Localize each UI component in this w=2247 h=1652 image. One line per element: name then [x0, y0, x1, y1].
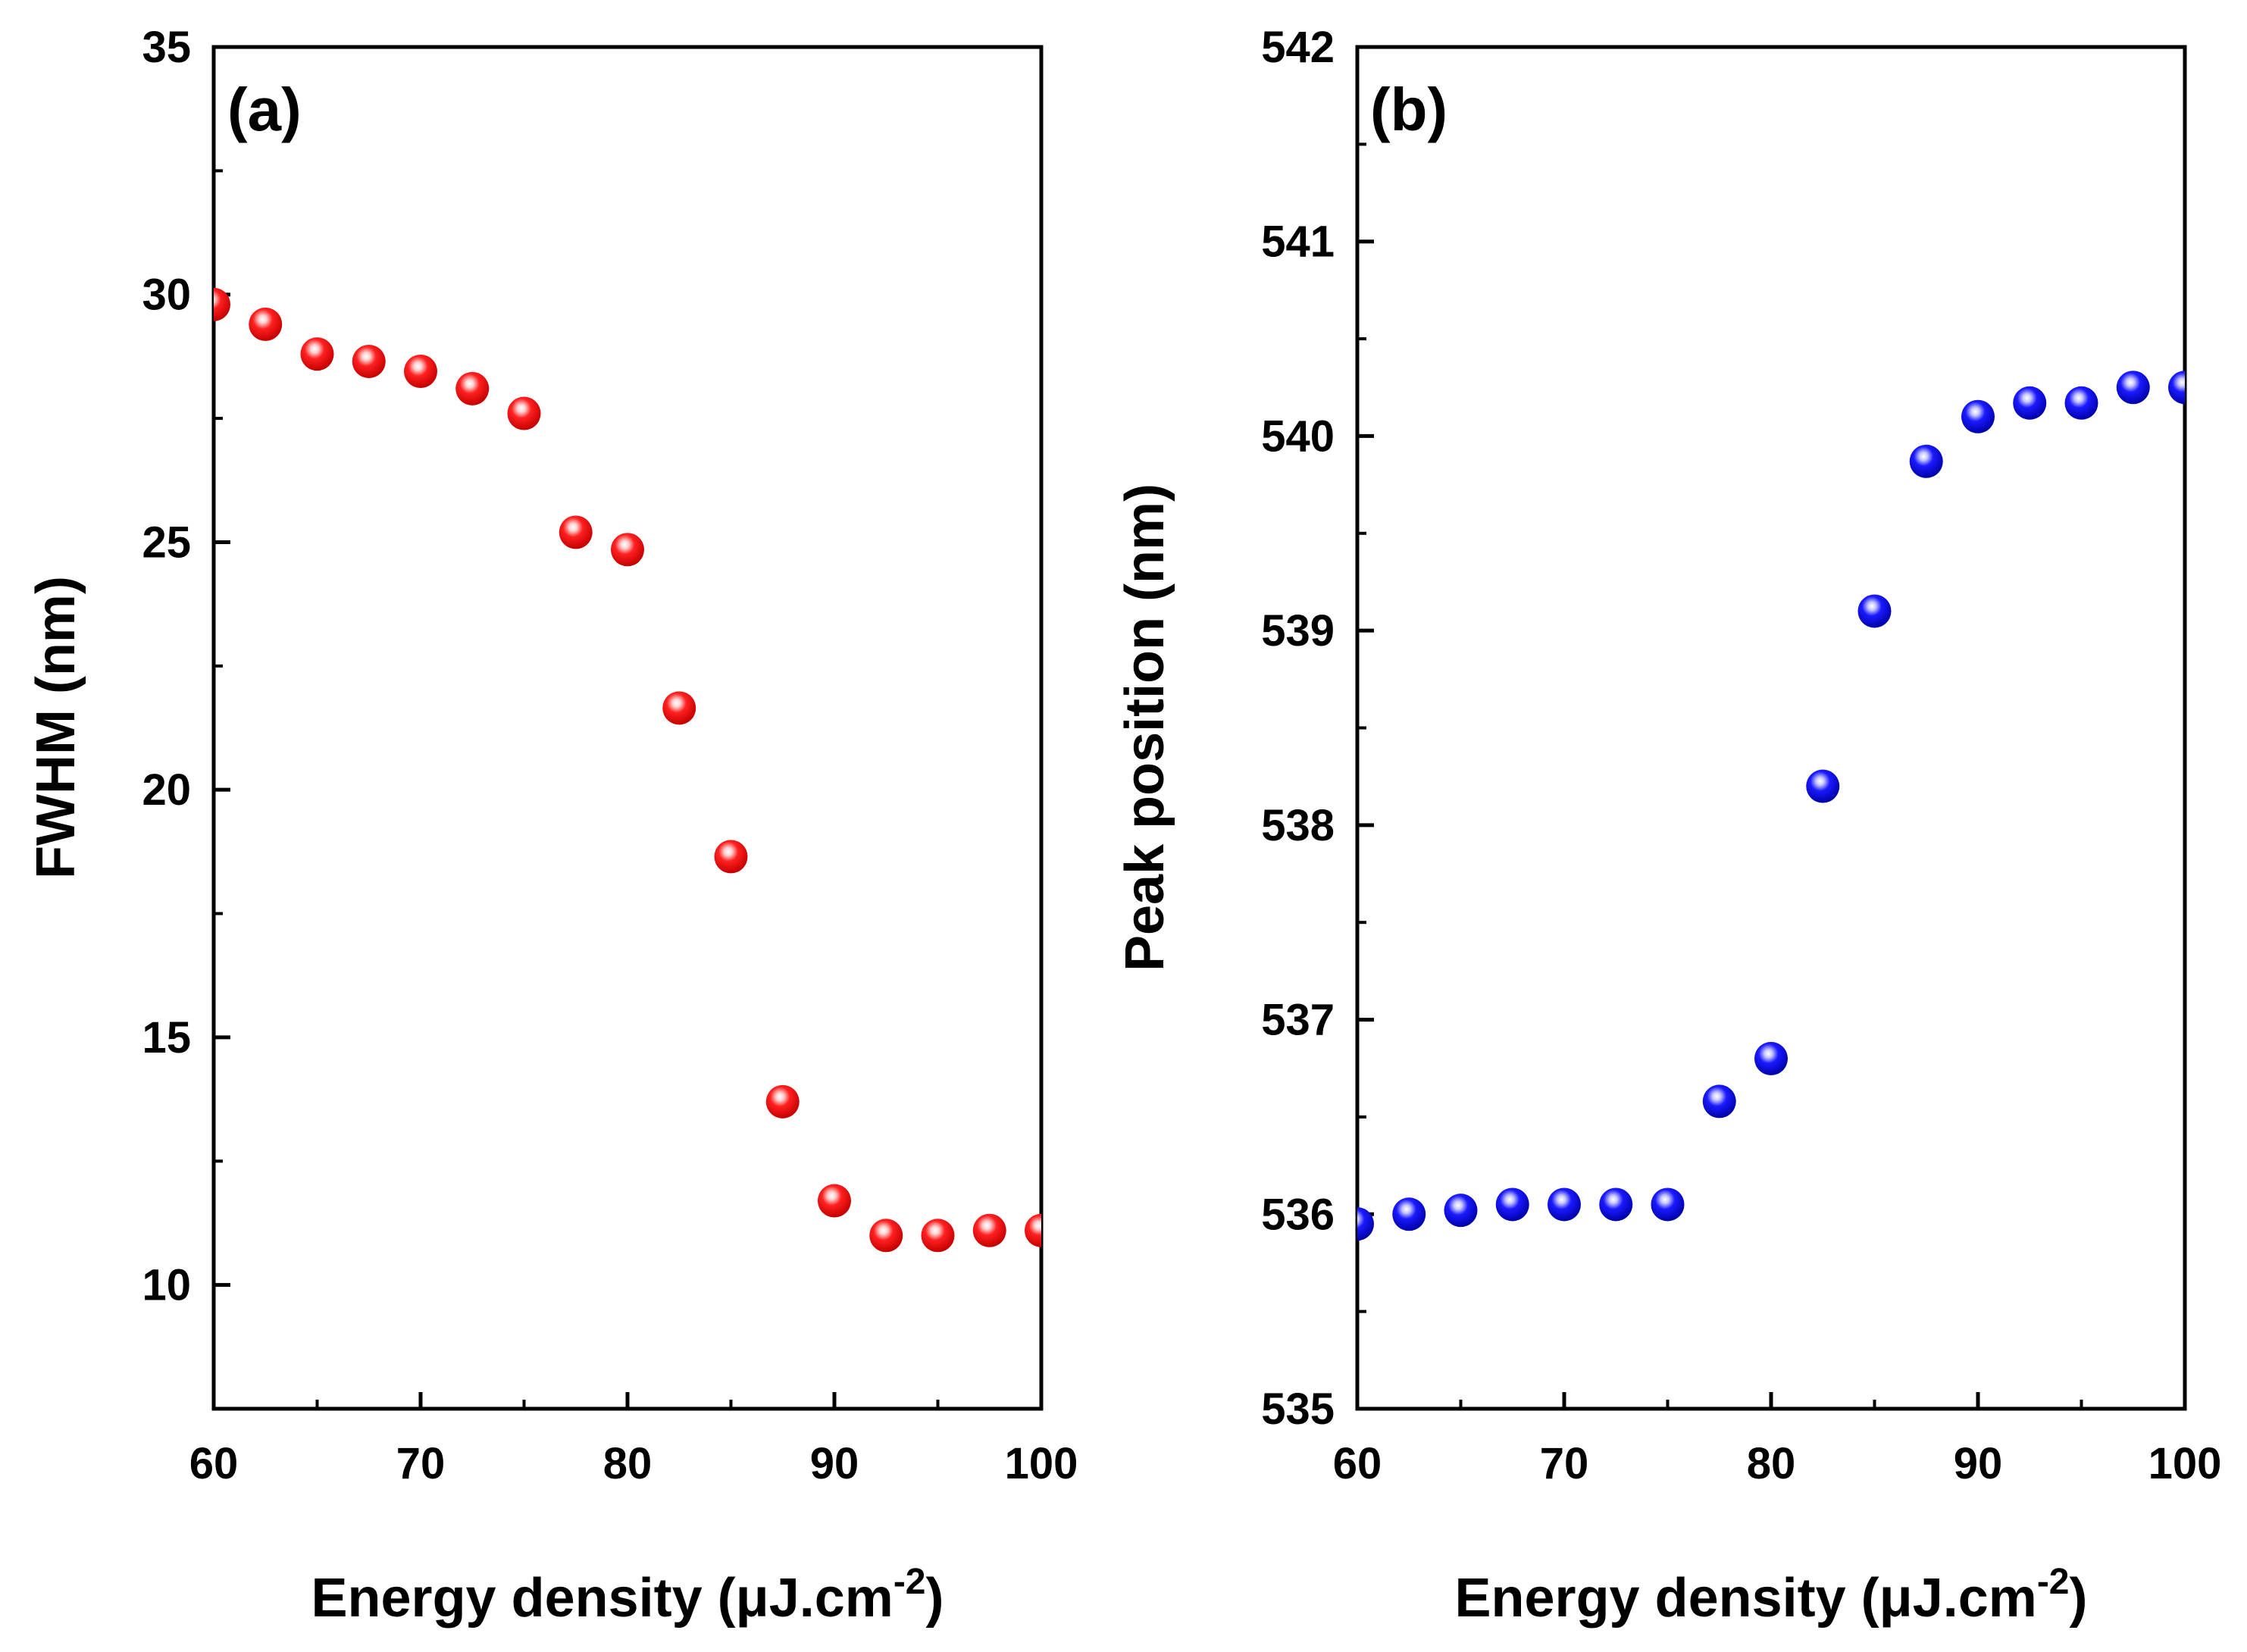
- panel-a-data-point: [714, 840, 748, 874]
- panel-a-x-axis-title: Energy density (μJ.cm-2): [311, 1562, 944, 1629]
- panel-b-data-point: [1444, 1194, 1478, 1228]
- panel-b-data-point: [2064, 386, 2098, 420]
- panel-b-y-ticks: 535 536 537 538 539 540 541 542: [1261, 23, 1374, 1434]
- panel-b-x-ticks: 60 70 80 90 100: [1333, 1392, 2222, 1488]
- panel-b-y-axis-title: Peak position (nm): [1115, 483, 1175, 971]
- panel-a-data-point: [1025, 1213, 1041, 1247]
- panel-b-y-tick-label: 541: [1261, 217, 1335, 267]
- panel-a-data-point: [352, 344, 386, 378]
- panel-b-x-tick-label: 90: [1954, 1439, 2003, 1488]
- panel-a-frame: [211, 45, 1044, 1411]
- panel-b: 535 536 537 538 539 540 541 542 60 70 80 90 100 (b)…: [1115, 23, 2221, 1629]
- panel-b-x-tick-label: 70: [1540, 1439, 1589, 1488]
- panel-a-x-tick-label: 60: [189, 1439, 239, 1488]
- panel-b-data-point: [1806, 769, 1840, 803]
- panel-b-points: [1357, 371, 2185, 1241]
- panel-b-y-tick-label: 536: [1261, 1190, 1335, 1239]
- panel-a-y-ticks: 10 15 20 25 30 35: [142, 23, 230, 1310]
- panel-b-y-tick-label: 539: [1261, 606, 1335, 655]
- panel-b-x-axis-title-end: ): [2070, 1568, 2088, 1629]
- panel-a-x-tick-label: 90: [810, 1439, 859, 1488]
- panel-b-x-tick-label: 100: [2148, 1439, 2222, 1488]
- panel-b-data-point: [1357, 1207, 1374, 1241]
- panel-b-frame: [1355, 45, 2187, 1411]
- panel-a-y-tick-label: 25: [142, 518, 191, 567]
- panel-a-data-point: [300, 337, 334, 371]
- panel-a-x-tick-label: 70: [396, 1439, 446, 1488]
- panel-a-y-tick-label: 30: [142, 271, 191, 320]
- panel-a-data-point: [869, 1219, 903, 1253]
- panel-a-y-tick-label: 10: [142, 1261, 191, 1310]
- panel-b-data-point: [1702, 1084, 1736, 1119]
- panel-b-x-tick-label: 60: [1333, 1439, 1382, 1488]
- panel-a-data-point: [765, 1084, 800, 1119]
- panel-b-data-point: [1548, 1187, 1581, 1222]
- panel-a-x-axis-title-main: Energy density (μJ.cm: [311, 1568, 893, 1629]
- panel-a-data-point: [214, 287, 230, 321]
- panel-a-data-point: [611, 533, 644, 567]
- panel-b-x-axis-title-sup: -2: [2037, 1562, 2070, 1602]
- panel-b-y-tick-label: 542: [1261, 23, 1335, 72]
- panel-a-y-tick-label: 35: [142, 23, 191, 72]
- panel-b-data-point: [1857, 594, 1892, 628]
- panel-b-data-point: [1961, 399, 1995, 433]
- panel-b-y-tick-label: 535: [1261, 1384, 1335, 1434]
- panel-b-y-tick-label: 540: [1261, 411, 1335, 461]
- panel-a-x-axis-title-sup: -2: [893, 1562, 926, 1602]
- panel-b-data-point: [2116, 371, 2150, 405]
- panel-a-y-tick-label: 15: [142, 1013, 191, 1062]
- panel-b-y-tick-label: 537: [1261, 996, 1335, 1045]
- panel-a-y-axis-title: FWHM (nm): [26, 576, 86, 879]
- panel-b-data-point: [1599, 1187, 1633, 1222]
- panel-b-data-point: [2168, 371, 2185, 405]
- panel-b-x-axis-title-main: Energy density (μJ.cm: [1455, 1568, 2037, 1629]
- panel-a-data-point: [455, 371, 490, 405]
- panel-b-y-tick-label: 538: [1261, 801, 1335, 850]
- panel-a-points: [214, 287, 1041, 1253]
- panel-b-data-point: [1392, 1197, 1426, 1231]
- panel-a-data-point: [818, 1184, 851, 1218]
- panel-a: 10 15 20 25 30 35 60 70 80 90 100 (a) FWHM (nm) E…: [26, 23, 1078, 1629]
- panel-b-data-point: [1651, 1187, 1685, 1222]
- panel-a-data-point: [972, 1213, 1006, 1247]
- panel-a-y-tick-label: 20: [142, 765, 191, 815]
- panel-b-data-point: [1754, 1041, 1788, 1075]
- panel-b-label: (b): [1370, 76, 1447, 143]
- panel-b-data-point: [2013, 386, 2047, 420]
- panel-a-data-point: [662, 691, 696, 725]
- panel-a-x-tick-label: 100: [1005, 1439, 1078, 1488]
- panel-b-data-point: [1909, 444, 1943, 478]
- panel-a-x-tick-label: 80: [603, 1439, 653, 1488]
- panel-a-data-point: [559, 515, 593, 549]
- panel-a-label: (a): [227, 76, 302, 143]
- panel-a-x-ticks: 60 70 80 90 100: [189, 1392, 1078, 1488]
- panel-b-x-axis-title: Energy density (μJ.cm-2): [1455, 1562, 2088, 1629]
- panel-a-data-point: [404, 355, 437, 389]
- panel-b-x-tick-label: 80: [1747, 1439, 1796, 1488]
- panel-a-data-point: [507, 396, 541, 430]
- panel-a-data-point: [921, 1219, 955, 1253]
- panel-a-data-point: [249, 307, 283, 341]
- panel-a-x-axis-title-end: ): [926, 1568, 944, 1629]
- panel-b-data-point: [1495, 1187, 1529, 1222]
